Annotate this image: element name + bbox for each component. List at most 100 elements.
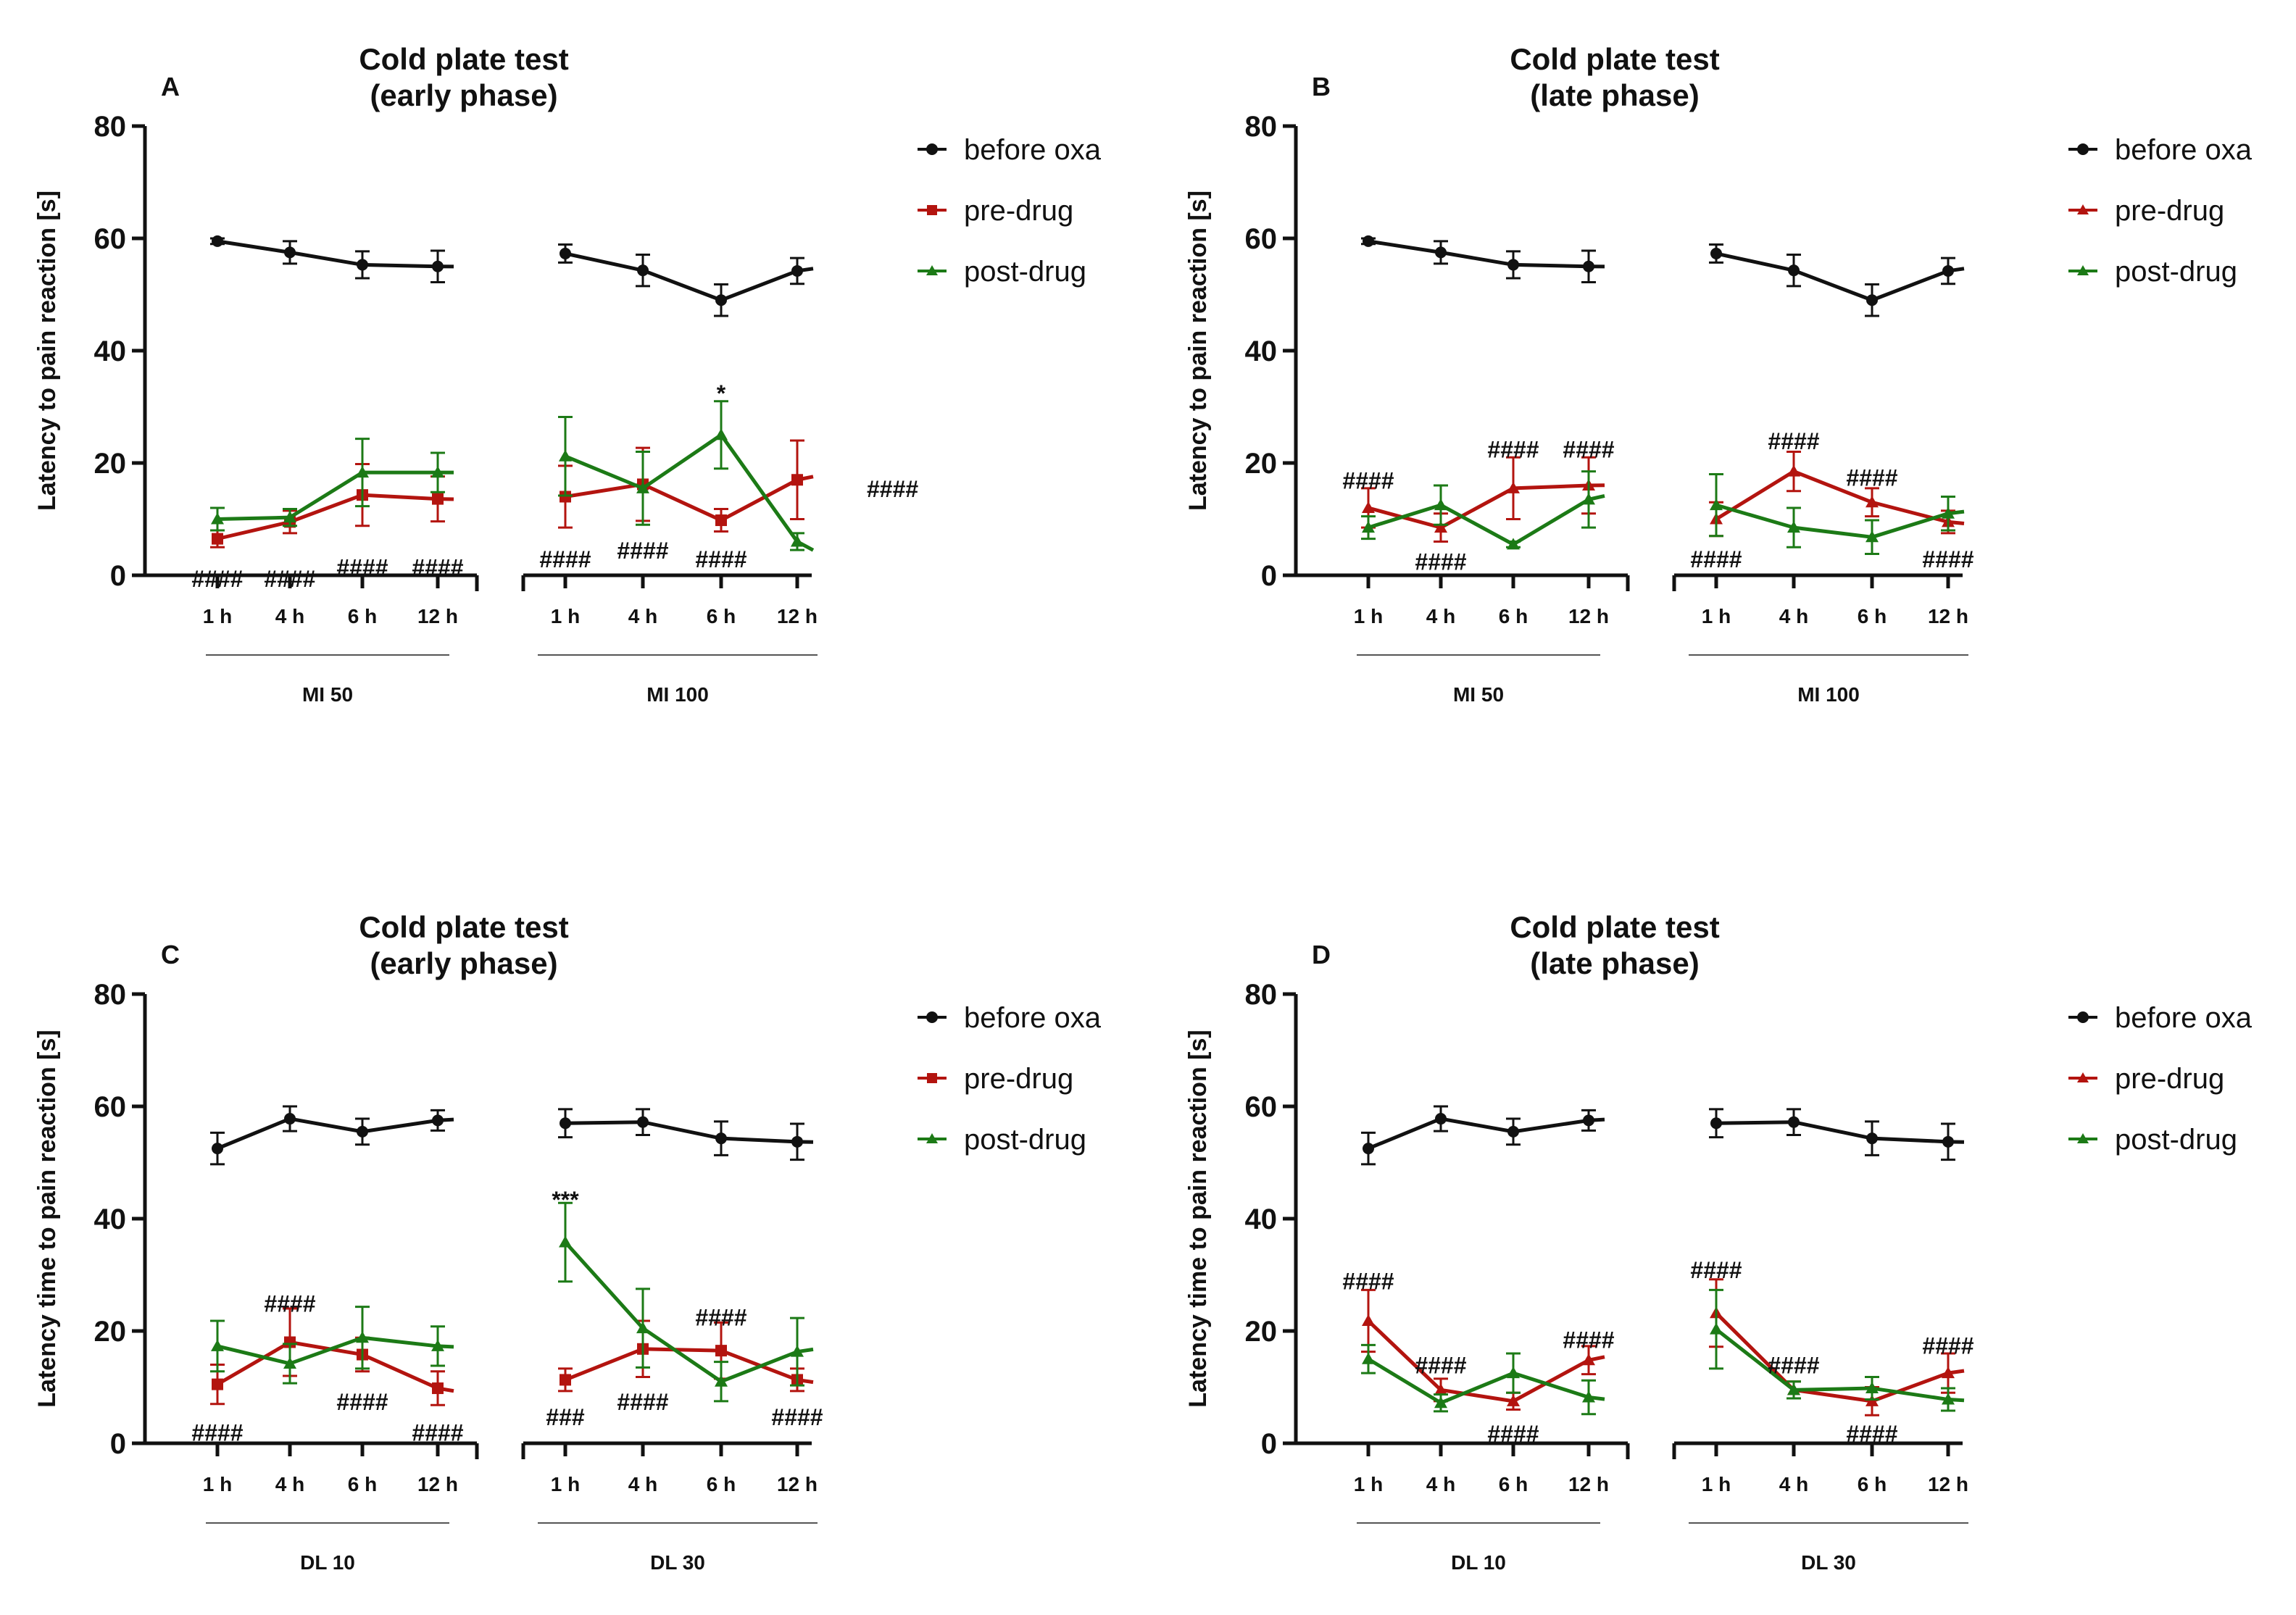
- series-before: [1361, 1105, 1965, 1166]
- legend-marker: [926, 265, 938, 275]
- y-axis-label: Latency to pain reaction [s]: [1184, 191, 1212, 511]
- y-tick-label: 20: [1245, 448, 1278, 480]
- data-point: [1787, 464, 1800, 477]
- y-tick-label: 60: [1245, 223, 1278, 255]
- data-point: [1942, 506, 1955, 519]
- significance-hash: ####: [1342, 1268, 1394, 1294]
- group-label: MI 100: [1797, 683, 1860, 706]
- data-point: [432, 1114, 444, 1127]
- significance-hash: ####: [191, 566, 243, 592]
- series-line: [1368, 239, 1605, 269]
- legend-label: before oxa: [2115, 134, 2253, 166]
- chart-subtitle: (early phase): [370, 946, 557, 980]
- legend-marker: [2077, 1072, 2089, 1082]
- y-tick-label: 0: [110, 1428, 126, 1460]
- legend-marker: [2077, 204, 2089, 214]
- legend-label: pre-drug: [964, 195, 1073, 227]
- chart-subtitle: (late phase): [1530, 78, 1699, 112]
- x-tick-label: 1 h: [1354, 1473, 1383, 1495]
- series-before: [210, 1105, 814, 1166]
- data-point: [1582, 1353, 1595, 1366]
- data-point: [211, 1339, 224, 1351]
- y-tick-label: 80: [1245, 111, 1278, 143]
- series-line: [565, 1120, 814, 1144]
- data-point: [1434, 1396, 1447, 1409]
- y-tick-label: 80: [1245, 979, 1278, 1011]
- data-point: [357, 1125, 368, 1138]
- data-point: [560, 1117, 571, 1130]
- group-label: MI 50: [302, 683, 353, 706]
- significance-asterisk: *: [717, 380, 726, 406]
- significance-hash: ####: [1768, 1353, 1819, 1379]
- significance-hash: ####: [1846, 464, 1897, 491]
- series-line: [1715, 1120, 1965, 1144]
- chart-title: Cold plate test: [1510, 910, 1719, 944]
- series-line: [565, 251, 814, 302]
- legend-label: pre-drug: [2115, 1063, 2224, 1095]
- data-point: [1710, 498, 1723, 511]
- x-tick-label: 4 h: [275, 1473, 304, 1495]
- data-point: [560, 491, 571, 503]
- significance-hash: ####: [412, 554, 463, 580]
- data-point: [432, 493, 444, 505]
- data-point: [212, 235, 223, 247]
- series-line: [217, 470, 454, 521]
- data-point: [1865, 530, 1879, 543]
- series-before: [210, 235, 814, 317]
- x-tick-label: 4 h: [1426, 1473, 1455, 1495]
- chart-title: Cold plate test: [1510, 42, 1719, 76]
- legend-marker-shape: [926, 1133, 938, 1143]
- data-point: [1582, 493, 1595, 505]
- legend-label: post-drug: [964, 256, 1086, 288]
- series-pre: [210, 439, 814, 548]
- data-point: [1710, 1117, 1722, 1130]
- legend-label: before oxa: [964, 134, 1102, 166]
- significance-hash: ####: [1690, 546, 1742, 572]
- panel-letter: C: [161, 940, 180, 969]
- legend-marker-shape: [926, 1011, 938, 1023]
- data-point: [1507, 538, 1520, 550]
- x-tick-label: 6 h: [348, 605, 377, 627]
- data-point: [356, 466, 369, 478]
- chart-panel-b: Cold plate test(late phase) B 0 20 40 60 80 Lat…: [1184, 42, 2253, 706]
- x-tick-label: 12 h: [417, 605, 458, 627]
- data-point: [1865, 496, 1879, 508]
- group-label: DL 10: [300, 1551, 355, 1574]
- group-label: DL 30: [1801, 1551, 1856, 1574]
- group-label: DL 10: [1451, 1551, 1506, 1574]
- data-point: [1363, 235, 1374, 247]
- x-tick-label: 4 h: [1779, 1473, 1808, 1495]
- data-point: [1507, 481, 1520, 493]
- significance-hash: ####: [1415, 549, 1466, 575]
- data-point: [1942, 264, 1954, 277]
- data-point: [637, 264, 649, 277]
- y-axis-label: Latency time to pain reaction [s]: [33, 1030, 61, 1407]
- data-point: [357, 259, 368, 271]
- data-point: [636, 481, 649, 493]
- significance-hash: ####: [191, 1420, 243, 1446]
- legend-marker-shape: [2077, 204, 2089, 214]
- series-post: [210, 400, 815, 552]
- data-point: [715, 1345, 727, 1357]
- legend-marker-shape: [2077, 1133, 2089, 1143]
- data-point: [1787, 1383, 1800, 1395]
- legend-marker: [2077, 1011, 2089, 1023]
- data-point: [1710, 247, 1722, 259]
- x-tick-label: 12 h: [777, 1473, 818, 1495]
- legend-marker-shape: [927, 1073, 937, 1083]
- data-point: [560, 247, 571, 259]
- x-tick-label: 1 h: [1702, 1473, 1731, 1495]
- significance-hash: ####: [1563, 1327, 1614, 1353]
- series-post: [1361, 1288, 1965, 1416]
- x-tick-label: 6 h: [707, 1473, 736, 1495]
- legend-label: post-drug: [964, 1124, 1086, 1156]
- significance-hash: ####: [617, 1389, 668, 1415]
- data-point: [715, 294, 727, 306]
- data-point: [1435, 246, 1447, 259]
- data-point: [1435, 1113, 1447, 1125]
- series-line: [217, 239, 454, 269]
- data-point: [1507, 1366, 1520, 1379]
- x-tick-label: 4 h: [1426, 605, 1455, 627]
- data-point: [356, 1331, 369, 1343]
